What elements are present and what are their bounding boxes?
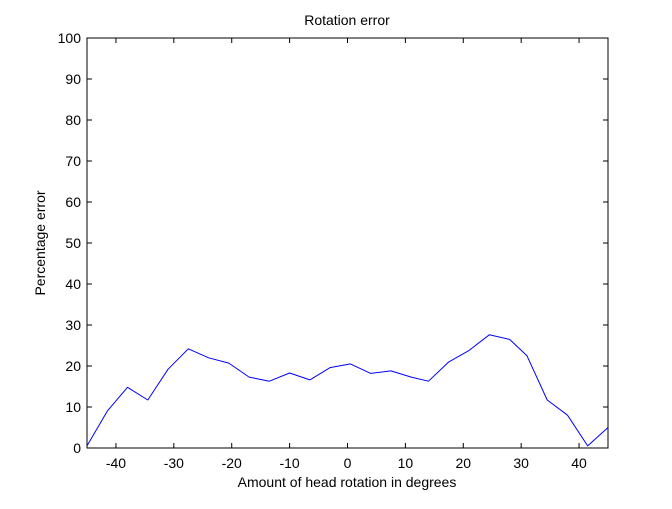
x-tick-label: 40 xyxy=(571,455,587,471)
y-tick-label: 0 xyxy=(73,440,81,456)
y-tick-label: 100 xyxy=(58,30,82,46)
y-tick-label: 40 xyxy=(65,276,81,292)
y-tick-label: 20 xyxy=(65,358,81,374)
x-tick-label: 20 xyxy=(455,455,471,471)
chart-title: Rotation error xyxy=(304,12,390,28)
y-tick-label: 10 xyxy=(65,399,81,415)
y-tick-label: 30 xyxy=(65,317,81,333)
x-tick-label: -20 xyxy=(222,455,242,471)
x-tick-label: 10 xyxy=(398,455,414,471)
y-tick-label: 50 xyxy=(65,235,81,251)
x-axis-label: Amount of head rotation in degrees xyxy=(238,474,457,490)
y-tick-label: 90 xyxy=(65,71,81,87)
x-tick-label: 30 xyxy=(513,455,529,471)
y-tick-label: 60 xyxy=(65,194,81,210)
plot-area: -40 -30 -20 -10 0 10 20 30 40 0 10 20 30 40 50 60 70 80 90… xyxy=(58,30,609,471)
y-tick-label: 70 xyxy=(65,153,81,169)
y-tick-label: 80 xyxy=(65,112,81,128)
x-tick-label: 0 xyxy=(344,455,352,471)
y-axis-label: Percentage error xyxy=(32,190,48,295)
x-tick-label: -30 xyxy=(164,455,184,471)
x-tick-label: -10 xyxy=(279,455,299,471)
x-tick-label: -40 xyxy=(106,455,126,471)
series-line xyxy=(86,334,609,447)
